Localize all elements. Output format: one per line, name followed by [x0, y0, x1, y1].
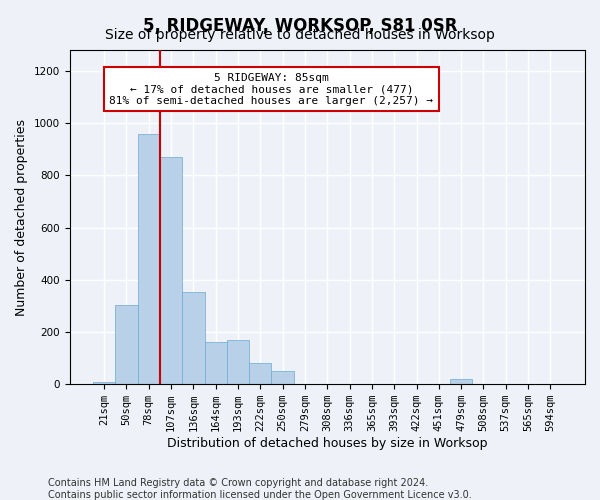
Y-axis label: Number of detached properties: Number of detached properties [15, 118, 28, 316]
Bar [271, 371, 294, 384]
Text: 5 RIDGEWAY: 85sqm
← 17% of detached houses are smaller (477)
81% of semi-detache: 5 RIDGEWAY: 85sqm ← 17% of detached hous… [109, 72, 433, 106]
Bar [115, 304, 137, 384]
X-axis label: Distribution of detached houses by size in Worksop: Distribution of detached houses by size … [167, 437, 488, 450]
Bar [182, 292, 205, 384]
Bar [249, 364, 271, 384]
Text: Contains HM Land Registry data © Crown copyright and database right 2024.
Contai: Contains HM Land Registry data © Crown c… [48, 478, 472, 500]
Text: Size of property relative to detached houses in Worksop: Size of property relative to detached ho… [105, 28, 495, 42]
Bar [137, 134, 160, 384]
Bar [205, 342, 227, 384]
Bar [93, 382, 115, 384]
Bar [450, 379, 472, 384]
Text: 5, RIDGEWAY, WORKSOP, S81 0SR: 5, RIDGEWAY, WORKSOP, S81 0SR [143, 18, 457, 36]
Bar [227, 340, 249, 384]
Bar [160, 157, 182, 384]
